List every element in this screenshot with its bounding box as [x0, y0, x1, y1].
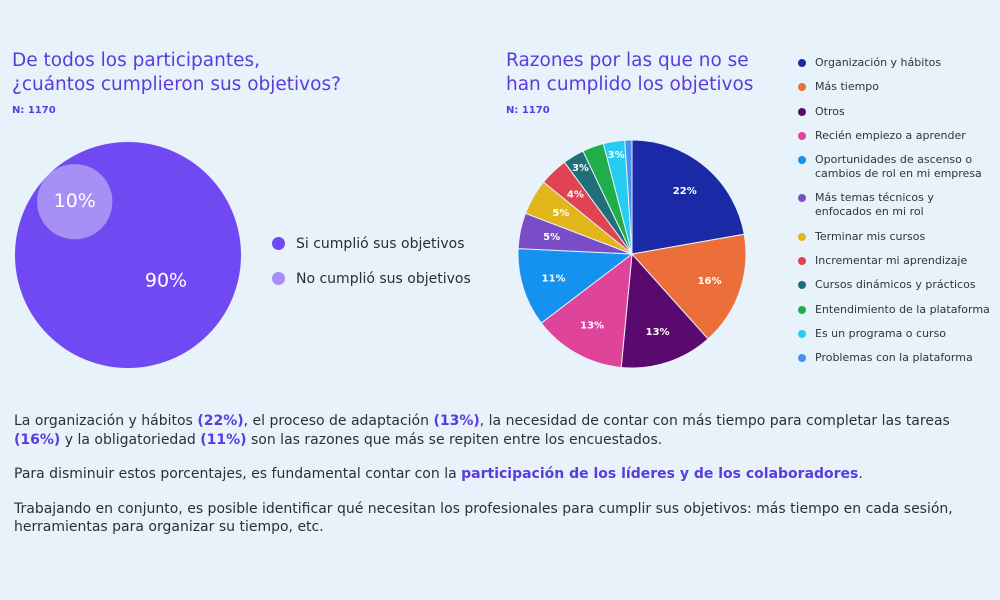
legend-item: Terminar mis cursos — [798, 230, 993, 244]
text-block: La organización y hábitos (22%), el proc… — [14, 412, 989, 553]
text-segment: y la obligatoriedad — [60, 431, 201, 448]
text-segment: (11%) — [200, 431, 247, 448]
text-segment: (13%) — [433, 413, 480, 429]
legend-label: Es un programa o curso — [815, 326, 947, 340]
data-label: 11% — [542, 273, 566, 284]
data-label: 4% — [567, 190, 584, 201]
text-segment: Trabajando en conjunto, es posible ident… — [14, 500, 953, 536]
text-segment: participación de los líderes y de los co… — [461, 466, 859, 482]
legend-label: Más tiempo — [815, 80, 880, 94]
legend-swatch — [798, 232, 806, 241]
legend-swatch — [798, 107, 806, 116]
text-segment: son las razones que más se repiten entre… — [246, 431, 663, 448]
legend-label: Organización y hábitos — [815, 56, 942, 69]
legend-swatch — [798, 281, 806, 290]
chart-subtitle: N: 1170 — [12, 105, 56, 116]
legend-item: Es un programa o curso — [798, 327, 993, 341]
legend-swatch — [798, 354, 806, 363]
legend-label: Terminar mis cursos — [815, 229, 926, 243]
pie-slice — [540, 252, 633, 369]
text-segment: , la necesidad de contar con más tiempo … — [479, 413, 950, 429]
text-segment: Para disminuir estos porcentajes, es fun… — [14, 466, 462, 482]
pie-slice — [517, 248, 634, 324]
legend-item: Problemas con la plataforma — [798, 351, 993, 365]
legend-label: Incrementar mi aprendizaje — [815, 254, 968, 268]
chart-title: Razones por las que no se han cumplido l… — [506, 50, 754, 95]
legend-label: Recién empiezo a aprender — [815, 128, 966, 142]
legend-item: Oportunidades de ascenso o cambios de ro… — [798, 153, 993, 181]
legend-swatch — [798, 257, 806, 266]
legend-swatch — [272, 237, 285, 250]
legend-label: Oportunidades de ascenso o cambios de ro… — [815, 153, 982, 181]
legend-label: Problemas con la plataforma — [815, 351, 973, 365]
data-label: 22% — [673, 186, 697, 197]
data-label: 16% — [698, 276, 722, 287]
legend-swatch — [798, 131, 806, 140]
pie-slice — [620, 252, 709, 369]
data-label: 3% — [572, 163, 589, 174]
legend-swatch — [798, 305, 806, 314]
legend-label: Cursos dinámicos y prácticos — [815, 278, 976, 292]
circle-mark — [37, 164, 113, 240]
legend-swatch — [798, 194, 806, 203]
paragraph: La organización y hábitos (22%), el proc… — [14, 412, 989, 449]
chart-subtitle: N: 1170 — [506, 105, 550, 116]
legend-item: Más tiempo — [798, 80, 993, 94]
legend-item: Otros — [798, 105, 993, 119]
pie-slice — [624, 139, 633, 255]
legend-item: Cursos dinámicos y prácticos — [798, 278, 993, 292]
text-segment: (16%) — [14, 431, 61, 448]
legend-label: Si cumplió sus objetivos — [296, 235, 465, 252]
legend-swatch — [798, 329, 806, 338]
legend-item: No cumplió sus objetivos — [272, 261, 471, 296]
pie-slice — [631, 233, 747, 340]
legend-item: Más temas técnicos y enfocados en mi rol — [798, 191, 993, 219]
text-segment: , el proceso de adaptación — [243, 413, 434, 429]
legend: Organización y hábitos Más tiempo Otros Rec… — [798, 56, 993, 376]
text-segment: (22%) — [197, 413, 244, 429]
data-label: 13% — [646, 327, 670, 338]
paragraph: Para disminuir estos porcentajes, es fun… — [14, 465, 989, 484]
legend-item: Si cumplió sus objetivos — [272, 226, 471, 261]
data-label: 5% — [543, 232, 560, 243]
data-label: 5% — [552, 208, 569, 219]
legend-item: Organización y hábitos — [798, 56, 993, 70]
paragraph: Trabajando en conjunto, es posible ident… — [14, 500, 989, 537]
data-label: 13% — [580, 321, 604, 332]
chart-title: De todos los participantes, ¿cuántos cum… — [12, 50, 341, 95]
legend-swatch — [798, 83, 806, 92]
legend-swatch — [798, 59, 806, 67]
legend-swatch — [272, 272, 285, 285]
legend-label: No cumplió sus objetivos — [296, 270, 471, 287]
pie-slice — [631, 139, 745, 255]
legend-item: Entendimiento de la plataforma — [798, 303, 993, 317]
data-label: 10% — [54, 190, 96, 212]
legend: Si cumplió sus objetivos No cumplió sus o… — [272, 226, 471, 296]
data-label: 90% — [145, 270, 187, 292]
legend-swatch — [798, 156, 806, 165]
data-label: 3% — [608, 150, 625, 161]
legend-label: Entendimiento de la plataforma — [815, 302, 990, 316]
legend-label: Otros — [815, 104, 845, 118]
legend-item: Recién empiezo a aprender — [798, 129, 993, 143]
legend-item: Incrementar mi aprendizaje — [798, 254, 993, 268]
legend-label: Más temas técnicos y enfocados en mi rol — [815, 191, 934, 219]
text-segment: La organización y hábitos — [14, 413, 198, 429]
text-segment: . — [858, 466, 863, 482]
